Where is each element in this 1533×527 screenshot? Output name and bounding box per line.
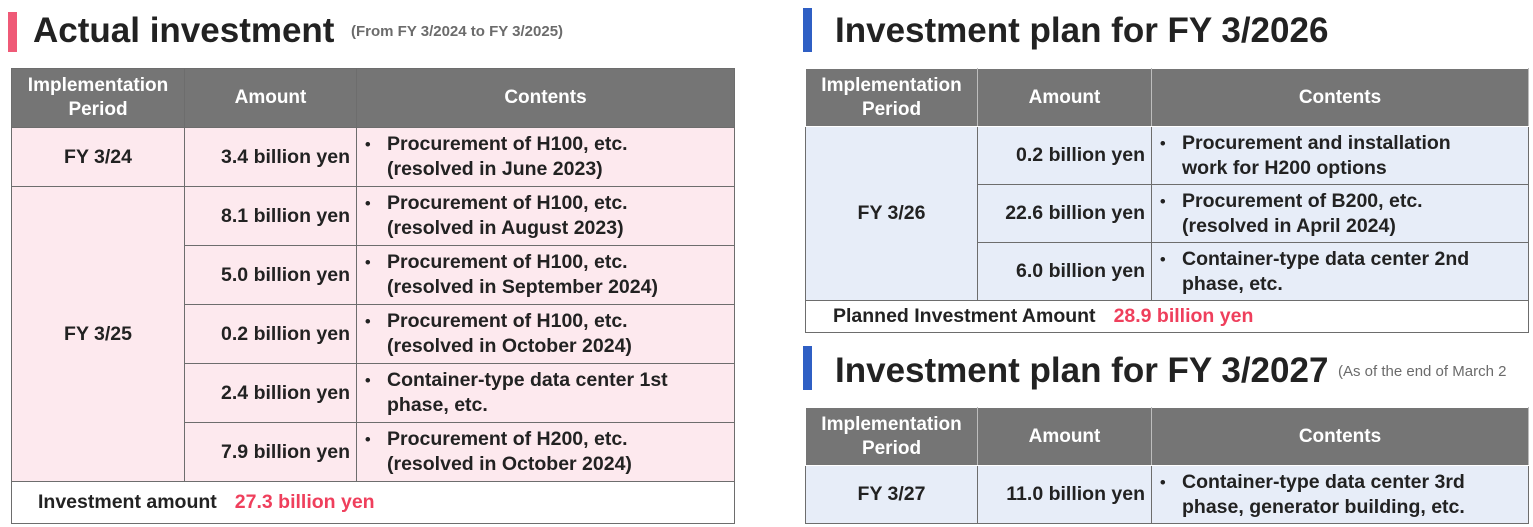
period-cell: FY 3/26 <box>805 126 978 301</box>
bullet-icon: • <box>365 195 371 213</box>
title-subtitle: (As of the end of March 2 <box>1338 363 1507 380</box>
header-period: Implementation Period <box>11 68 185 128</box>
section-title: Investment plan for FY 3/2026 <box>835 11 1329 50</box>
contents-text: Procurement of H200, etc. (resolved in O… <box>387 428 632 475</box>
contents-text: Container-type data center 2nd phase, et… <box>1182 247 1470 295</box>
amount-cell: 0.2 billion yen <box>184 304 357 364</box>
table-row: FY 3/27 11.0 billion yen • Container-type… <box>805 465 1529 524</box>
bullet-icon: • <box>1160 135 1166 152</box>
title-accent-bar <box>8 12 17 52</box>
table-row: 0.2 billion yen • Procurement of H100, et… <box>12 304 735 364</box>
contents-text: Procurement of H100, etc. (resolved in S… <box>387 251 658 298</box>
section-title: Investment plan for FY 3/2027 <box>835 351 1329 390</box>
amount-cell: 6.0 billion yen <box>977 242 1152 301</box>
amount-cell: 2.4 billion yen <box>184 363 357 423</box>
title-accent-bar <box>803 346 812 390</box>
bullet-icon: • <box>365 313 371 331</box>
plan-2026-table: Implementation Period Amount Contents FY… <box>805 68 1529 333</box>
bullet-icon: • <box>365 136 371 154</box>
contents-text: Procurement and installation work for H2… <box>1182 131 1451 179</box>
table-row: FY 3/25 8.1 billion yen • Procurement of … <box>11 186 735 482</box>
header-contents: Contents <box>1151 68 1529 127</box>
header-contents: Contents <box>1151 407 1529 466</box>
table-row: 2.4 billion yen • Container-type data cen… <box>12 363 735 423</box>
amount-cell: 5.0 billion yen <box>184 245 357 305</box>
plan-2027-table: Implementation Period Amount Contents FY… <box>805 407 1529 524</box>
period-cell: FY 3/27 <box>805 465 978 524</box>
header-period: Implementation Period <box>805 68 978 127</box>
contents-cell: • Procurement of H100, etc. (resolved in … <box>356 245 735 305</box>
table-row: 6.0 billion yen • Container-type data cen… <box>806 242 1529 301</box>
table-row: 5.0 billion yen • Procurement of H100, et… <box>12 245 735 305</box>
actual-investment-table: Implementation Period Amount Contents FY… <box>11 68 735 524</box>
bullet-icon: • <box>1160 474 1166 491</box>
actual-investment-title: Actual investment (From FY 3/2024 to FY … <box>8 8 728 54</box>
total-value: 27.3 billion yen <box>234 491 375 513</box>
total-cell: Planned Investment Amount 28.9 billion ye… <box>805 300 1529 333</box>
bullet-icon: • <box>1160 251 1166 268</box>
period-cell: FY 3/25 <box>11 186 185 482</box>
bullet-icon: • <box>365 431 371 449</box>
contents-text: Container-type data center 3rd phase, ge… <box>1182 470 1465 518</box>
amount-cell: 0.2 billion yen <box>977 126 1152 185</box>
contents-cell: • Container-type data center 2nd phase, e… <box>1151 242 1529 301</box>
total-label: Investment amount <box>38 491 217 513</box>
total-row: Planned Investment Amount 28.9 billion ye… <box>805 300 1529 333</box>
page-title: Actual investment <box>33 11 335 50</box>
contents-text: Procurement of H100, etc. (resolved in A… <box>387 192 628 239</box>
contents-cell: • Procurement of H100, etc. (resolved in … <box>356 127 735 187</box>
table-row: FY 3/24 3.4 billion yen • Procurement of … <box>11 127 735 187</box>
header-period: Implementation Period <box>805 407 978 466</box>
amount-cell: 3.4 billion yen <box>184 127 357 187</box>
contents-cell: • Procurement of H100, etc. (resolved in … <box>356 304 735 364</box>
contents-cell: • Container-type data center 3rd phase, g… <box>1151 465 1529 524</box>
contents-cell: • Procurement and installation work for H… <box>1151 126 1529 185</box>
table-row: 7.9 billion yen • Procurement of H200, et… <box>12 422 735 482</box>
table-row: FY 3/26 0.2 billion yen • Procurement and… <box>805 126 1529 301</box>
header-amount: Amount <box>977 407 1152 466</box>
bullet-icon: • <box>365 372 371 390</box>
total-value: 28.9 billion yen <box>1113 305 1254 327</box>
amount-cell: 11.0 billion yen <box>977 465 1152 524</box>
header-amount: Amount <box>977 68 1152 127</box>
contents-cell: • Container-type data center 1st phase, e… <box>356 363 735 423</box>
total-cell: Investment amount 27.3 billion yen <box>11 481 735 524</box>
contents-text: Procurement of H100, etc. (resolved in J… <box>387 133 628 180</box>
bullet-icon: • <box>1160 193 1166 210</box>
header-amount: Amount <box>184 68 357 128</box>
contents-cell: • Procurement of H100, etc. (resolved in … <box>356 186 735 246</box>
title-subtitle: (From FY 3/2024 to FY 3/2025) <box>351 23 564 40</box>
total-row: Investment amount 27.3 billion yen <box>11 481 735 524</box>
contents-text: Procurement of B200, etc. (resolved in A… <box>1182 189 1423 237</box>
total-label: Planned Investment Amount <box>833 305 1096 327</box>
amount-cell: 7.9 billion yen <box>184 422 357 482</box>
contents-text: Procurement of H100, etc. (resolved in O… <box>387 310 632 357</box>
bullet-icon: • <box>365 254 371 272</box>
title-accent-bar <box>803 8 812 52</box>
contents-text: Container-type data center 1st phase, et… <box>387 369 668 416</box>
contents-cell: • Procurement of H200, etc. (resolved in … <box>356 422 735 482</box>
table-row: 22.6 billion yen • Procurement of B200, e… <box>806 184 1529 243</box>
amount-cell: 8.1 billion yen <box>184 186 357 246</box>
plan-2027-title: Investment plan for FY 3/2027 (As of the… <box>803 346 1533 392</box>
header-contents: Contents <box>356 68 735 128</box>
amount-cell: 22.6 billion yen <box>977 184 1152 243</box>
period-cell: FY 3/24 <box>11 127 185 187</box>
plan-2026-title: Investment plan for FY 3/2026 <box>803 8 1523 54</box>
contents-cell: • Procurement of B200, etc. (resolved in … <box>1151 184 1529 243</box>
